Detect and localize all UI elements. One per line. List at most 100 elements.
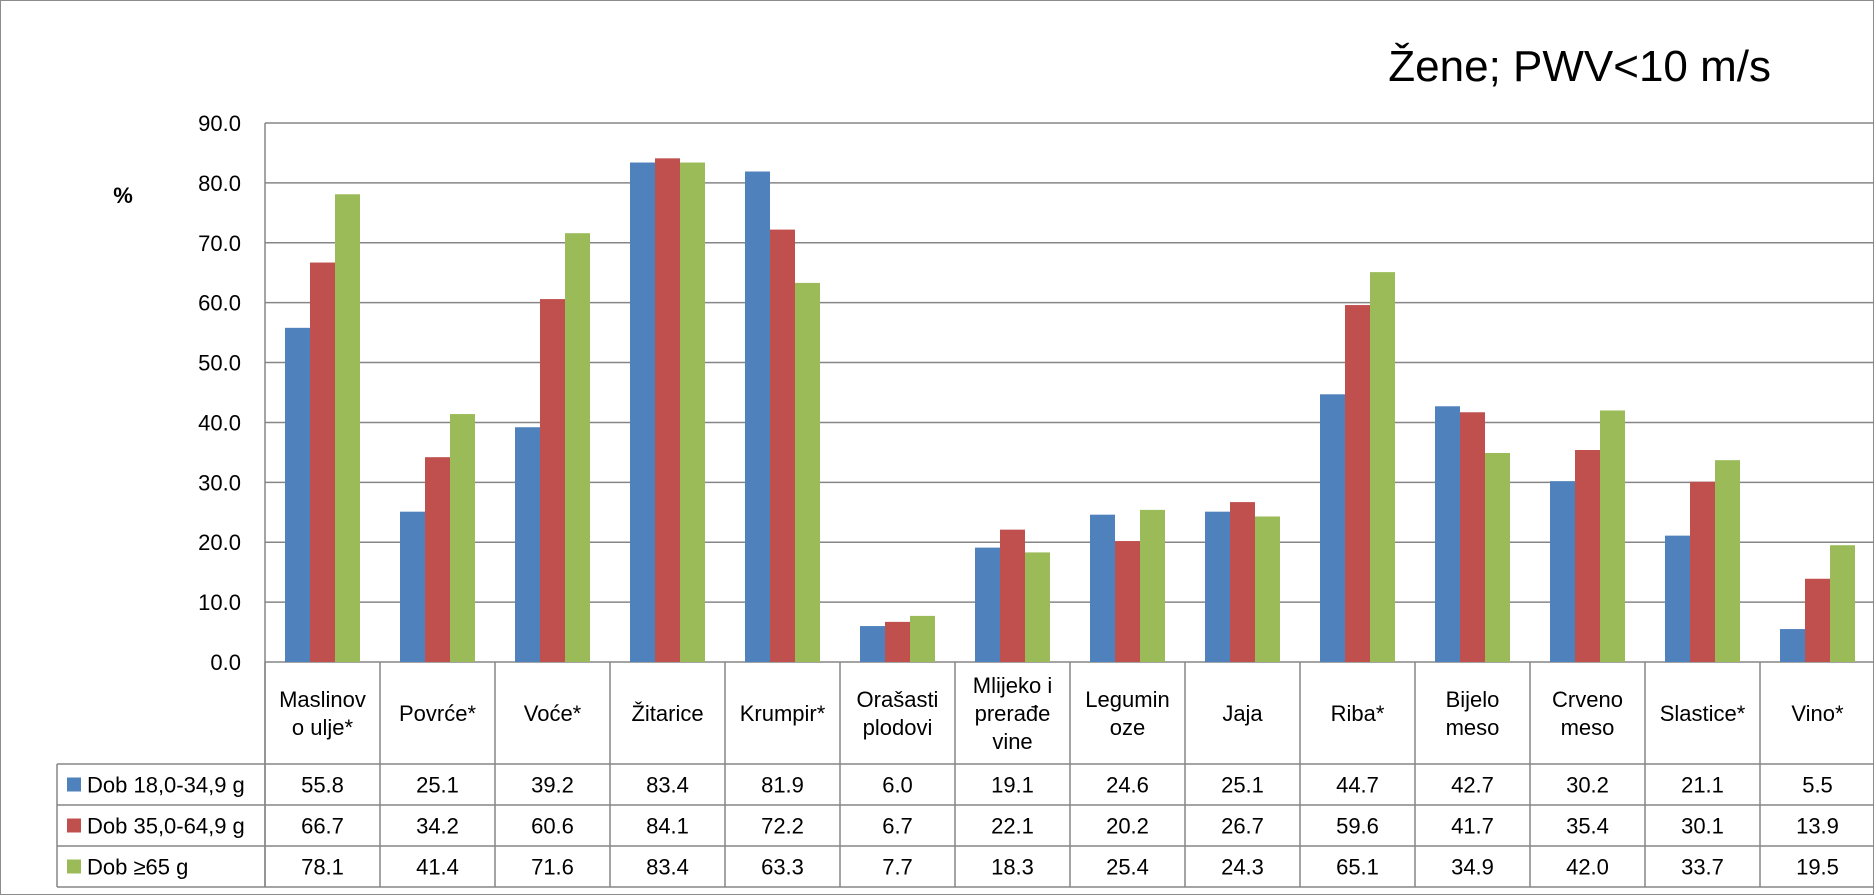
category-label: Mlijeko i prerađe vine [973, 673, 1052, 754]
category-label: Maslinov o ulje* [279, 687, 366, 740]
bar [565, 233, 590, 662]
bar [1140, 509, 1165, 662]
table-cell-value: 33.7 [1681, 855, 1724, 880]
y-tick-label: 10.0 [198, 590, 241, 615]
y-tick-label: 20.0 [198, 530, 241, 555]
table-cell-value: 6.7 [882, 814, 913, 839]
bar [1665, 535, 1690, 662]
table-cell-value: 25.4 [1106, 855, 1149, 880]
category-label-line: Bijelo [1446, 687, 1500, 712]
bar [1690, 481, 1715, 662]
table-cell-value: 25.1 [1221, 773, 1264, 798]
bar [745, 171, 770, 662]
table-cell-value: 39.2 [531, 773, 574, 798]
category-label-line: oze [1110, 715, 1145, 740]
data-table: Maslinov o ulje* Povrće* Voće* Žitarice Krump… [56, 662, 1874, 888]
table-cell-value: 24.3 [1221, 855, 1264, 880]
table-cell-value: 41.7 [1451, 814, 1494, 839]
bar [450, 414, 475, 662]
category-label: Vino* [1791, 701, 1844, 726]
category-label: Slastice* [1660, 701, 1746, 726]
bar [1780, 629, 1805, 662]
y-tick-label: 30.0 [198, 470, 241, 495]
chart-title: Žene; PWV<10 m/s [1388, 42, 1771, 91]
bar [630, 162, 655, 662]
category-label-line: Mlijeko i [973, 673, 1052, 698]
bar [1115, 541, 1140, 662]
bar [335, 194, 360, 663]
table-cell-value: 30.2 [1566, 773, 1609, 798]
bar [655, 158, 680, 662]
table-cell-value: 30.1 [1681, 814, 1724, 839]
category-label-line: Žitarice [631, 701, 703, 726]
category-label-line: Krumpir* [740, 701, 826, 726]
bar [1485, 452, 1510, 662]
y-tick-label: 0.0 [210, 650, 241, 675]
bar [1600, 410, 1625, 662]
category-label-line: Legumin [1085, 687, 1169, 712]
bar [680, 162, 705, 662]
category-label: Jaja [1222, 701, 1263, 726]
table-cell-value: 5.5 [1802, 773, 1833, 798]
category-label-line: Jaja [1222, 701, 1263, 726]
bar [285, 327, 310, 662]
category-label-line: Voće* [524, 701, 582, 726]
category-label: Krumpir* [740, 701, 826, 726]
table-cell-value: 19.5 [1796, 855, 1839, 880]
bar [1205, 511, 1230, 662]
series-name: Dob 35,0-64,9 g [87, 814, 245, 839]
bar [1230, 502, 1255, 662]
table-cell-value: 21.1 [1681, 773, 1724, 798]
category-label: Žitarice [631, 701, 703, 726]
bar [1000, 529, 1025, 662]
table-cell-value: 26.7 [1221, 814, 1264, 839]
y-tick-label: 80.0 [198, 171, 241, 196]
category-label: Bijelo meso [1446, 687, 1500, 740]
category-label-line: meso [1446, 715, 1500, 740]
table-cell-value: 22.1 [991, 814, 1034, 839]
table-cell-value: 13.9 [1796, 814, 1839, 839]
legend-key [67, 859, 81, 874]
category-label: Orašasti plodovi [857, 687, 939, 740]
table-cell-value: 20.2 [1106, 814, 1149, 839]
category-label: Crveno meso [1552, 687, 1623, 740]
category-label-line: Maslinov [279, 687, 366, 712]
series-name: Dob 18,0-34,9 g [87, 773, 245, 798]
table-cell-value: 6.0 [882, 773, 913, 798]
bar [860, 626, 885, 662]
bar [1255, 516, 1280, 662]
legend-key [67, 818, 81, 833]
bar [400, 511, 425, 662]
category-label-line: prerađe [975, 701, 1051, 726]
table-cell-value: 34.2 [416, 814, 459, 839]
bar [1090, 514, 1115, 662]
category-label-line: Riba* [1331, 701, 1385, 726]
table-cell-value: 24.6 [1106, 773, 1149, 798]
category-label: Voće* [524, 701, 582, 726]
bar [1830, 545, 1855, 662]
category-label-line: meso [1561, 715, 1615, 740]
bar [1370, 272, 1395, 662]
axes: 0.0 10.0 20.0 30.0 40.0 50.0 60.0 70.0 80.0 90.0 [198, 111, 266, 887]
table-cell-value: 34.9 [1451, 855, 1494, 880]
table-cell-value: 72.2 [761, 814, 804, 839]
table-cell-value: 66.7 [301, 814, 344, 839]
table-cell-value: 63.3 [761, 855, 804, 880]
table-cell-value: 42.7 [1451, 773, 1494, 798]
y-tick-label: 60.0 [198, 291, 241, 316]
table-cell-value: 55.8 [301, 773, 344, 798]
table-cell-value: 71.6 [531, 855, 574, 880]
category-label-line: o ulje* [292, 715, 354, 740]
category-label: Povrće* [399, 701, 476, 726]
category-label-line: plodovi [863, 715, 933, 740]
category-label-line: Povrće* [399, 701, 476, 726]
bar [425, 457, 450, 662]
table-cell-value: 35.4 [1566, 814, 1609, 839]
bar [1550, 481, 1575, 662]
bar [885, 621, 910, 662]
table-cell-value: 42.0 [1566, 855, 1609, 880]
table-cell-value: 59.6 [1336, 814, 1379, 839]
category-label-line: Slastice* [1660, 701, 1746, 726]
